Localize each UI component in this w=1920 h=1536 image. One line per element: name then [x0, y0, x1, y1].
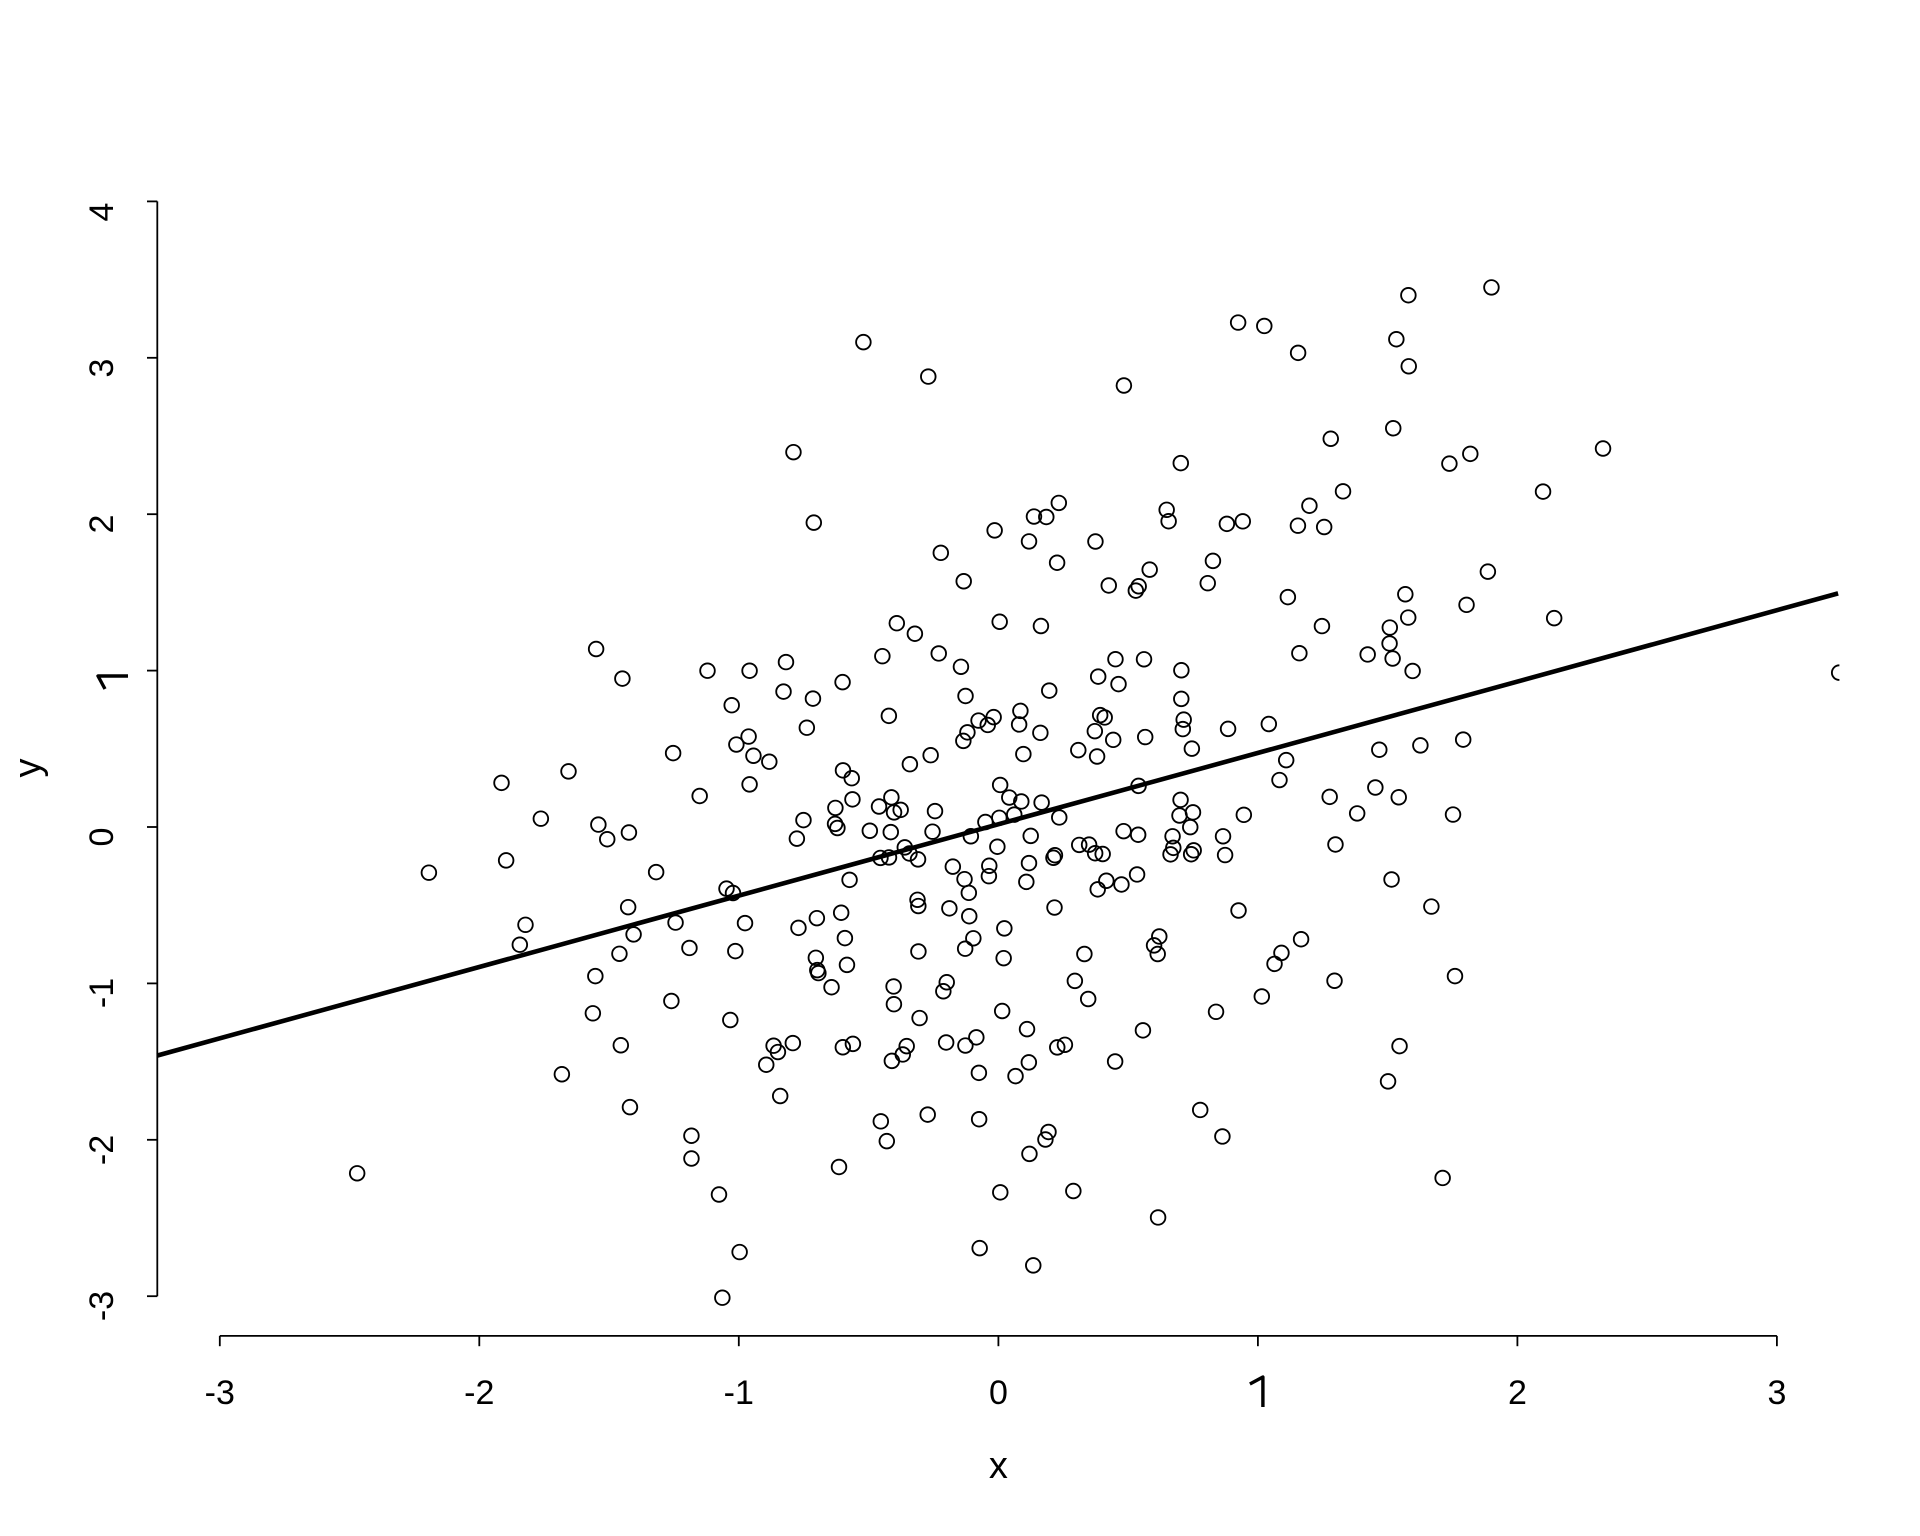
svg-text:3: 3 — [1767, 1374, 1786, 1412]
svg-text:x: x — [989, 1445, 1008, 1487]
svg-text:2: 2 — [1508, 1374, 1527, 1412]
svg-text:y: y — [7, 759, 49, 778]
svg-text:-3: -3 — [205, 1374, 235, 1412]
svg-text:3: 3 — [83, 359, 121, 378]
svg-text:-3: -3 — [83, 1291, 121, 1321]
svg-text:0: 0 — [83, 828, 121, 847]
svg-text:0: 0 — [989, 1374, 1008, 1412]
svg-text:2: 2 — [83, 515, 121, 534]
svg-text:-1: -1 — [724, 1374, 754, 1412]
svg-text:4: 4 — [83, 203, 121, 222]
svg-text:-2: -2 — [464, 1374, 494, 1412]
svg-text:-1: -1 — [83, 978, 121, 1008]
svg-text:-2: -2 — [83, 1135, 121, 1165]
